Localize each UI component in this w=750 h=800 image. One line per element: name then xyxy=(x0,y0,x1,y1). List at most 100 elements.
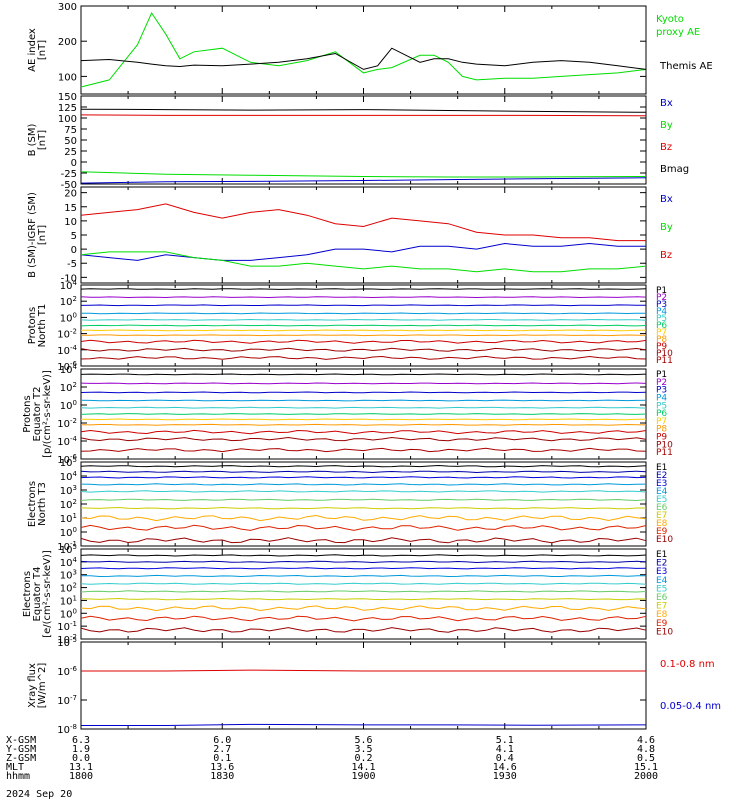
proton-equator-p3 xyxy=(80,391,647,394)
y-axis-label: Equator T2 xyxy=(32,387,43,442)
y-tick-exp: 4 xyxy=(73,556,78,564)
y-tick-exp: -2 xyxy=(70,417,77,425)
legend-p1: P1 xyxy=(656,286,667,296)
y-axis-label: [nT] xyxy=(37,225,48,245)
legend-p11: P11 xyxy=(656,356,673,366)
legend-e3: E3 xyxy=(656,479,667,489)
legend-p8: P8 xyxy=(656,425,667,435)
y-tick-label: 5 xyxy=(71,231,77,242)
electron-north-e4 xyxy=(80,483,647,486)
legend-e1: E1 xyxy=(656,550,667,560)
y-axis-label: Equator T4 xyxy=(32,567,43,622)
y-tick-exp: 2 xyxy=(73,295,77,303)
ephem-value: 4.8 xyxy=(637,744,655,755)
legend-e6: E6 xyxy=(656,593,668,603)
legend-p10: P10 xyxy=(656,440,673,450)
y-tick-base: 10 xyxy=(57,696,70,707)
legend-e7: E7 xyxy=(656,602,667,612)
proton-north-p6 xyxy=(80,324,647,327)
legend-p4: P4 xyxy=(656,307,667,317)
ephem-label-hhmm: hhmm xyxy=(6,771,30,782)
y-tick-label: 15 xyxy=(64,203,77,214)
proton-north-p3 xyxy=(80,304,647,307)
ephem-value: 6.3 xyxy=(72,735,90,746)
y-tick-base: 10 xyxy=(57,667,70,678)
y-tick-exp: 0 xyxy=(73,399,77,407)
y-tick-label: 125 xyxy=(58,103,77,114)
proton-equator-p7 xyxy=(80,418,647,421)
electron-equator-e7 xyxy=(80,597,647,601)
legend-e8: E8 xyxy=(656,519,668,529)
y-tick-exp: 2 xyxy=(73,582,77,590)
y-tick-base: 10 xyxy=(60,500,73,511)
b-sm-series-by xyxy=(80,171,647,178)
y-tick-exp: 1 xyxy=(73,594,77,602)
b-sm-series-bmag xyxy=(80,108,647,113)
panel-1 xyxy=(80,5,647,95)
ae-series-kyoto-proxy-ae xyxy=(80,11,647,88)
y-axis-label: Electrons xyxy=(22,571,33,617)
b-igrf-series-bx xyxy=(80,242,646,261)
xray-0-1-0-8- xyxy=(81,669,646,672)
y-tick-exp: 3 xyxy=(73,484,77,492)
y-tick-base: 10 xyxy=(60,596,73,607)
ephem-value: 14.6 xyxy=(493,762,517,773)
y-tick-base: 10 xyxy=(60,609,73,620)
y-tick-exp: -2 xyxy=(70,328,77,336)
y-tick-label: 10-5 xyxy=(57,636,77,649)
y-tick-label: 100 xyxy=(60,399,77,412)
y-axis-label: [e/(cm²-s-sr-keV)] xyxy=(42,550,53,638)
ephem-label-x-gsm: X-GSM xyxy=(6,735,36,746)
y-axis-label: Protons xyxy=(27,307,38,344)
y-tick-exp: -4 xyxy=(70,435,78,443)
legend-e10: E10 xyxy=(656,535,673,545)
legend-p10: P10 xyxy=(656,349,673,359)
panel-7 xyxy=(80,548,647,640)
electron-north-e10 xyxy=(80,537,647,544)
b-igrf-series-by xyxy=(80,251,647,273)
legend-p9: P9 xyxy=(656,433,667,443)
y-tick-label: 102 xyxy=(60,381,77,394)
electron-north-e9 xyxy=(80,524,647,531)
electron-north-e6 xyxy=(80,498,647,502)
y-tick-label: 10-7 xyxy=(57,694,77,707)
panel-frame xyxy=(80,461,647,547)
y-tick-label: 10-6 xyxy=(57,665,77,678)
legend-b-sm-bmag: Bmag xyxy=(660,164,689,175)
proton-north-p10 xyxy=(80,347,647,352)
y-tick-label: 10-4 xyxy=(57,344,77,357)
legend-themis-ae: Themis AE xyxy=(659,61,713,72)
y-tick-label: 105 xyxy=(60,543,77,556)
electron-north-e1 xyxy=(80,464,647,468)
electron-equator-e1 xyxy=(80,554,647,557)
y-axis-label: North T3 xyxy=(37,482,48,526)
y-tick-exp: 0 xyxy=(73,526,77,534)
y-tick-exp: -6 xyxy=(70,665,78,673)
y-tick-label: 102 xyxy=(60,582,77,595)
legend-p3: P3 xyxy=(656,386,667,396)
legend-b-igrf-bz: Bz xyxy=(660,250,672,261)
panel-8 xyxy=(80,641,647,730)
ephem-label-mlt: MLT xyxy=(6,762,24,773)
b-igrf-series-bz xyxy=(80,203,646,242)
legend-p7: P7 xyxy=(656,417,667,427)
proton-equator-p6 xyxy=(80,413,647,415)
y-tick-base: 10 xyxy=(57,437,70,448)
y-tick-exp: -2 xyxy=(70,633,77,641)
y-tick-label: 200 xyxy=(58,37,77,48)
legend-p6: P6 xyxy=(656,321,667,331)
proton-equator-p2 xyxy=(80,382,647,385)
ephem-label-y-gsm: Y-GSM xyxy=(6,744,36,755)
panel-6 xyxy=(80,461,647,547)
legend-p7: P7 xyxy=(656,328,667,338)
ephem-label-z-gsm: Z-GSM xyxy=(6,753,36,764)
legend-e6: E6 xyxy=(656,503,668,513)
legend-xray-long: 0.1-0.8 nm xyxy=(660,659,715,670)
y-tick-label: 101 xyxy=(60,594,77,607)
electron-equator-e9 xyxy=(80,615,647,622)
y-tick-label: -50 xyxy=(61,180,77,191)
y-tick-base: 10 xyxy=(60,383,73,394)
b-sm-series-bx xyxy=(80,177,647,184)
y-tick-base: 10 xyxy=(60,558,73,569)
y-tick-label: 102 xyxy=(60,498,77,511)
